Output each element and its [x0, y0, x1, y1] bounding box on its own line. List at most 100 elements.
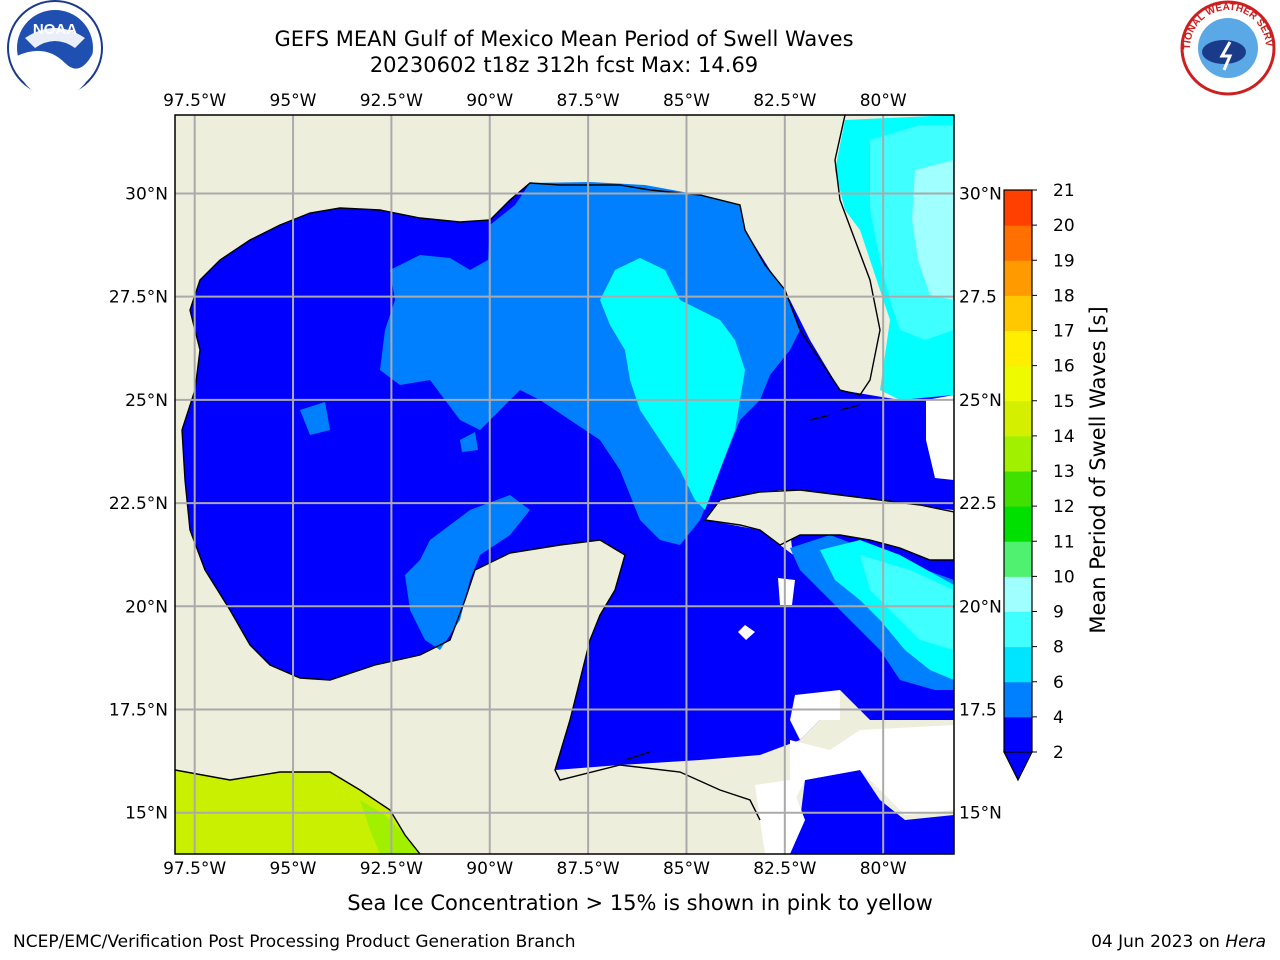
- no-data-patch: [755, 780, 805, 854]
- lon-tick-label: 87.5°W: [557, 859, 620, 879]
- colorbar-tick-label: 14: [1053, 427, 1075, 447]
- lat-tick-label: 25°N: [959, 391, 1002, 411]
- no-data-patch: [926, 395, 954, 480]
- lat-tick-label: 17.5: [959, 701, 997, 721]
- lat-tick-label: 22.5°N: [109, 494, 168, 514]
- coastline-keys: [624, 404, 861, 761]
- colorbar-segment: [1004, 576, 1032, 612]
- colorbar-segment: [1004, 646, 1032, 683]
- lat-tick-label: 30°N: [959, 184, 1002, 204]
- lat-labels-right: 30°N 27.5 25°N 22.5 20°N 17.5 15°N: [959, 184, 1002, 823]
- lon-tick-label: 80°W: [860, 91, 907, 111]
- lat-tick-label: 22.5: [959, 494, 997, 514]
- no-data-patch: [738, 625, 755, 640]
- no-data-patch: [778, 578, 795, 605]
- colorbar-segment: [1004, 190, 1032, 226]
- colorbar-segment: [1004, 330, 1032, 367]
- colorbar-tick-label: 21: [1053, 181, 1075, 201]
- lat-tick-label: 15°N: [125, 804, 168, 824]
- lon-labels-top: 97.5°W 95°W 92.5°W 90°W 87.5°W 85°W 82.5°W 80°W: [163, 91, 907, 111]
- colorbar-extend-arrow: [1003, 751, 1033, 782]
- swell-zone-9s: [912, 160, 954, 300]
- colorbar-tick-label: 20: [1053, 216, 1075, 236]
- colorbar-segment: [1004, 681, 1032, 718]
- lon-tick-label: 97.5°W: [163, 91, 226, 111]
- colorbar-segment: [1004, 295, 1032, 331]
- swell-zone-4s: [460, 432, 478, 452]
- coastline-pacific: [175, 769, 421, 854]
- colorbar-segment: [1004, 506, 1032, 542]
- lon-tick-label: 87.5°W: [557, 91, 620, 111]
- colorbar-tick-label: 9: [1053, 603, 1064, 623]
- colorbar-label: Mean Period of Swell Waves [s]: [1086, 306, 1110, 633]
- colorbar-tick-label: 2: [1053, 743, 1064, 763]
- title-line-2: 20230602 t18z 312h fcst Max: 14.69: [369, 53, 759, 77]
- title-line-1: GEFS MEAN Gulf of Mexico Mean Period of …: [274, 27, 854, 51]
- no-data-patch: [790, 690, 840, 740]
- footer-machine: Hera: [1225, 932, 1266, 952]
- map-title: GEFS MEAN Gulf of Mexico Mean Period of …: [0, 26, 1128, 78]
- colorbar-tick-label: 10: [1053, 567, 1075, 587]
- lon-tick-label: 95°W: [270, 859, 317, 879]
- lon-tick-label: 97.5°W: [163, 859, 226, 879]
- lat-tick-label: 27.5°N: [109, 288, 168, 308]
- caption: Sea Ice Concentration > 15% is shown in …: [347, 891, 933, 915]
- footer-date: 04 Jun 2023 on Hera: [1091, 932, 1266, 952]
- lat-labels-left: 30°N 27.5°N 25°N 22.5°N 20°N 17.5°N 15°N: [109, 184, 168, 823]
- footer-date-text: 04 Jun 2023 on: [1091, 932, 1226, 952]
- colorbar-segment: [1004, 541, 1032, 577]
- lat-tick-label: 20°N: [959, 597, 1002, 617]
- lon-tick-label: 80°W: [860, 859, 907, 879]
- colorbar-tick-label: 12: [1053, 497, 1075, 517]
- lon-tick-label: 90°W: [466, 91, 513, 111]
- lat-tick-label: 20°N: [125, 597, 168, 617]
- colorbar-segment: [1004, 435, 1032, 472]
- coastline-north: [181, 115, 881, 431]
- colorbar-segment: [1004, 716, 1032, 753]
- noaa-logo: NOAA: [7, 0, 103, 98]
- colorbar-tick-label: 17: [1053, 322, 1075, 342]
- colorbar-tick-label: 8: [1053, 638, 1064, 658]
- lon-tick-label: 90°W: [466, 859, 513, 879]
- colorbar-tick-label: 13: [1053, 462, 1075, 482]
- colorbar: 2 4 6 8 9 10 11 12 13 14 15 16 17 18 19 20 21: [1003, 181, 1075, 782]
- no-data-patch: [790, 725, 954, 815]
- lon-labels-bottom: 97.5°W 95°W 92.5°W 90°W 87.5°W 85°W 82.5°W 80°W: [163, 859, 907, 879]
- noaa-logo-text: NOAA: [33, 21, 77, 38]
- coastline-gulf: [181, 429, 761, 821]
- colorbar-segment: [1004, 400, 1032, 437]
- colorbar-tick-label: 4: [1053, 708, 1064, 728]
- lon-tick-label: 85°W: [663, 859, 710, 879]
- colorbar-tick-label: 6: [1053, 673, 1064, 693]
- lon-tick-label: 92.5°W: [360, 859, 423, 879]
- map-area: [175, 115, 954, 854]
- colorbar-segment: [1004, 260, 1032, 296]
- colorbar-segment: [1004, 225, 1032, 261]
- lat-tick-label: 17.5°N: [109, 701, 168, 721]
- colorbar-tick-label: 18: [1053, 286, 1075, 306]
- lon-tick-label: 95°W: [270, 91, 317, 111]
- colorbar-segment: [1004, 471, 1032, 507]
- colorbar-segment: [1004, 365, 1032, 402]
- swell-zone-4s: [405, 495, 530, 650]
- footer-credit: NCEP/EMC/Verification Post Processing Pr…: [13, 932, 576, 952]
- lat-tick-label: 27.5: [959, 288, 997, 308]
- swell-zone-6s: [600, 258, 745, 510]
- colorbar-segment: [1004, 611, 1032, 648]
- map-frame: [174, 114, 955, 855]
- lat-tick-label: 30°N: [125, 184, 168, 204]
- colorbar-tick-label: 11: [1053, 532, 1075, 552]
- lon-tick-label: 82.5°W: [753, 91, 816, 111]
- lon-tick-label: 82.5°W: [753, 859, 816, 879]
- lon-tick-label: 85°W: [663, 91, 710, 111]
- coastline-cuba: [703, 489, 954, 561]
- grid-lines: [175, 115, 954, 854]
- colorbar-tick-label: 15: [1053, 392, 1075, 412]
- nws-logo: NATIONAL WEATHER SERVICE: [1180, 0, 1276, 96]
- colorbar-tick-label: 19: [1053, 251, 1075, 271]
- colorbar-tick-label: 16: [1053, 357, 1075, 377]
- lat-tick-label: 15°N: [959, 804, 1002, 824]
- lat-tick-label: 25°N: [125, 391, 168, 411]
- swell-zone-4s: [300, 402, 330, 435]
